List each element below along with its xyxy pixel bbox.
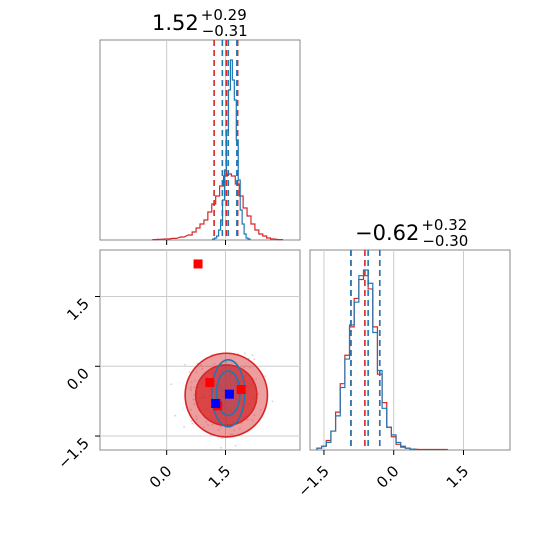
scatter-dot (211, 423, 214, 426)
scatter-dot (253, 414, 256, 417)
scatter-dot (229, 433, 232, 436)
scatter-dot (221, 437, 224, 440)
scatter-dot (213, 362, 216, 365)
scatter-dot (170, 383, 173, 386)
scatter-dot (192, 398, 195, 401)
scatter-dot (255, 377, 258, 380)
scatter-dot (246, 418, 249, 421)
scatter-dot (259, 408, 262, 411)
marker-layer (193, 259, 246, 411)
title-plus: +0.29 (201, 6, 247, 24)
marker-marker_red (193, 259, 203, 269)
scatter-dot (194, 379, 196, 382)
scatter-dot (248, 366, 251, 369)
x-tick-label: 1.5 (443, 462, 473, 492)
marker-marker_red (236, 385, 246, 395)
scatter-dot (190, 381, 193, 384)
scatter-dot (183, 426, 186, 428)
histogram-blue (316, 269, 416, 450)
scatter-dot (219, 426, 222, 429)
scatter-dot (200, 364, 202, 367)
scatter-dot (188, 371, 191, 374)
scatter-dot (271, 400, 274, 403)
scatter-dot (201, 368, 204, 370)
title-minus: −0.31 (202, 22, 248, 40)
scatter-dot (190, 408, 193, 411)
scatter-dot (205, 420, 208, 423)
scatter-dot (240, 422, 243, 425)
y-tick-label: −1.5 (54, 434, 92, 472)
title-median: −0.62 (355, 221, 419, 245)
scatter-dot (174, 414, 176, 417)
marker-marker_red (205, 378, 215, 388)
scatter-dot (251, 354, 254, 356)
scatter-dot (257, 392, 260, 395)
y-tick-label: 0.0 (63, 364, 93, 394)
scatter-dot (217, 428, 220, 431)
scatter-dot (183, 363, 186, 366)
scatter-dot (225, 361, 228, 364)
scatter-dot (243, 352, 246, 355)
scatter-dot (207, 424, 209, 426)
scatter-dot (264, 375, 267, 378)
scatter-dot (195, 417, 198, 420)
scatter-dot (190, 389, 193, 392)
marker-marker_blue (224, 389, 234, 399)
x-tick-label: −1.5 (294, 462, 332, 500)
title-minus: −0.30 (422, 232, 468, 250)
scatter-dot (191, 422, 194, 425)
scatter-dot (238, 427, 241, 430)
scatter-dot (195, 415, 198, 418)
scatter-dot (244, 365, 247, 367)
scatter-dot (233, 429, 235, 432)
marker-marker_blue (211, 398, 221, 408)
scatter-dot (251, 419, 254, 422)
scatter-dot (190, 385, 193, 388)
panel-frame-top-left (99, 39, 301, 241)
x-tick-label: 1.5 (205, 462, 235, 492)
title-param-2: −0.62 +0.32 −0.30 (355, 216, 468, 250)
scatter-dot (195, 371, 198, 374)
scatter-dot (234, 444, 237, 447)
histogram-blue (212, 59, 251, 240)
scatter-dot (193, 403, 196, 406)
title-plus: +0.32 (421, 216, 467, 234)
scatter-dot (203, 426, 205, 429)
histogram-red (152, 173, 283, 241)
scatter-dot (242, 366, 245, 369)
scatter-dot (231, 433, 234, 436)
scatter-dot (193, 386, 195, 389)
y-tick-label: 1.5 (63, 295, 93, 325)
scatter-dot (189, 387, 192, 390)
scatter-dot (190, 420, 193, 422)
title-param-1: 1.52 +0.29 −0.31 (152, 6, 248, 40)
title-median: 1.52 (152, 11, 199, 35)
scatter-dot (253, 358, 256, 361)
panel-frame-bottom-right (309, 249, 511, 451)
panel-frame-bottom-left (99, 249, 301, 451)
scatter-dot (220, 446, 222, 449)
histogram-layer (152, 40, 448, 451)
x-tick-label: 0.0 (146, 462, 176, 492)
x-tick-label: 0.0 (373, 462, 403, 492)
